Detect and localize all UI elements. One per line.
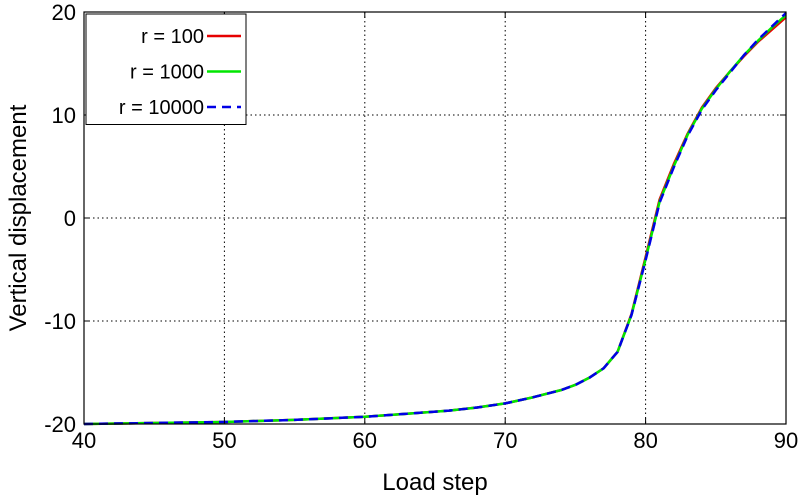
y-tick-label: 20: [52, 0, 76, 25]
y-tick-label: 10: [52, 103, 76, 128]
x-tick-label: 60: [353, 428, 377, 453]
x-tick-label: 50: [212, 428, 236, 453]
series-layer: [83, 12, 787, 426]
legend-label: r = 100: [141, 26, 204, 48]
legend-label: r = 10000: [119, 97, 204, 119]
series-line-3: [83, 12, 787, 426]
y-axis-label: Vertical displacement: [5, 104, 32, 331]
x-tick-label: 40: [72, 428, 96, 453]
legend: r = 100 r = 1000 r = 10000: [85, 13, 247, 125]
y-tick-label: -10: [44, 309, 76, 334]
legend-box: [85, 13, 247, 125]
x-tick-label: 90: [774, 428, 798, 453]
y-tick-label: 0: [64, 206, 76, 231]
y-tick-label: -20: [44, 412, 76, 437]
x-tick-label: 70: [493, 428, 517, 453]
x-axis-label: Load step: [382, 469, 487, 496]
legend-label: r = 1000: [130, 62, 204, 84]
x-tick-label: 80: [633, 428, 657, 453]
ticks: 40 50 60 70 80 90 -20 -10 0 10 20: [44, 0, 798, 453]
